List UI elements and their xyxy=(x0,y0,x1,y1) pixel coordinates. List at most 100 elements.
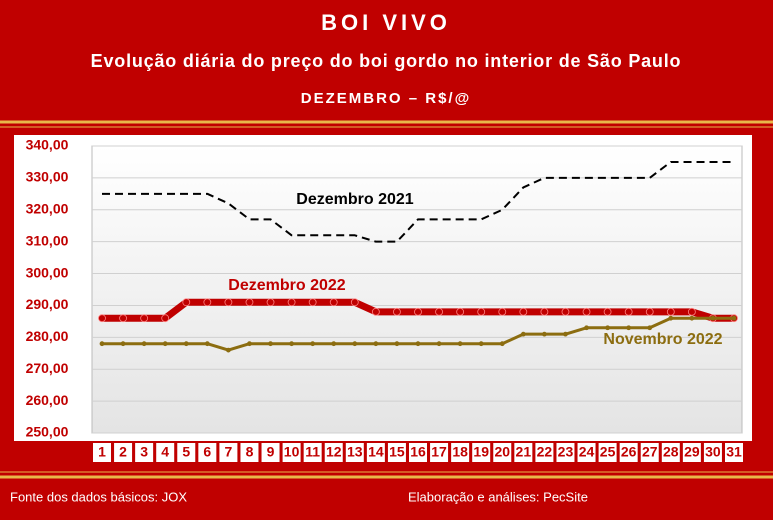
point xyxy=(499,341,505,347)
point xyxy=(605,325,610,331)
y-tick-label: 260,00 xyxy=(26,392,69,408)
point xyxy=(436,341,442,347)
point xyxy=(624,307,633,316)
point xyxy=(584,325,589,331)
point xyxy=(162,341,168,347)
source: Fonte dos dados básicos: JOX xyxy=(10,489,187,504)
x-tick-box xyxy=(682,443,701,462)
x-tick-label: 23 xyxy=(558,444,574,460)
point xyxy=(140,314,149,323)
x-tick-box xyxy=(514,443,533,462)
x-tick-box xyxy=(240,443,259,462)
point xyxy=(478,341,484,347)
point xyxy=(561,307,570,316)
plot-area xyxy=(91,145,743,434)
point xyxy=(99,341,105,347)
y-tick-label: 300,00 xyxy=(26,264,69,280)
series-label: Novembro 2022 xyxy=(603,331,722,348)
point xyxy=(161,314,170,323)
y-tick-label: 330,00 xyxy=(26,169,69,185)
point xyxy=(666,307,675,316)
x-tick-box xyxy=(556,443,575,462)
x-tick-label: 1 xyxy=(98,444,106,460)
point xyxy=(371,307,380,316)
chart-title: BOI VIVO xyxy=(321,10,451,35)
x-tick-box xyxy=(324,443,343,462)
x-tick-label: 26 xyxy=(621,444,637,460)
x-tick-label: 6 xyxy=(203,444,211,460)
point xyxy=(498,307,507,316)
x-tick-box xyxy=(640,443,659,462)
point xyxy=(477,307,486,316)
point xyxy=(414,307,422,316)
point xyxy=(268,341,273,347)
x-tick-box xyxy=(430,443,449,462)
point xyxy=(182,298,191,307)
point xyxy=(457,341,463,347)
x-tick-label: 21 xyxy=(516,444,532,460)
unit-label: DEZEMBRO – R$/@ xyxy=(301,90,471,107)
point xyxy=(352,341,358,347)
x-tick-box xyxy=(345,443,364,462)
point xyxy=(329,298,338,307)
point xyxy=(415,341,421,347)
point xyxy=(350,298,359,307)
x-tick-label: 14 xyxy=(368,444,384,460)
x-tick-box xyxy=(114,443,133,462)
point xyxy=(245,298,254,307)
point xyxy=(710,315,716,321)
point xyxy=(689,315,695,321)
point xyxy=(120,341,126,347)
x-tick-label: 25 xyxy=(600,444,616,460)
y-tick-label: 280,00 xyxy=(26,328,69,344)
point xyxy=(519,307,528,316)
chart-subtitle: Evolução diária do preço do boi gordo no… xyxy=(91,51,682,71)
x-tick-label: 17 xyxy=(431,444,447,460)
point xyxy=(645,307,654,316)
x-tick-label: 3 xyxy=(140,444,148,460)
x-tick-box xyxy=(282,443,301,462)
x-tick-label: 18 xyxy=(452,444,468,460)
point xyxy=(98,314,106,323)
x-tick-label: 22 xyxy=(537,444,553,460)
x-tick-box xyxy=(409,443,427,462)
x-tick-label: 9 xyxy=(267,444,275,460)
x-tick-label: 29 xyxy=(684,444,700,460)
point xyxy=(668,315,674,321)
x-tick-box xyxy=(177,443,196,462)
y-tick-label: 250,00 xyxy=(26,424,69,440)
x-tick-label: 20 xyxy=(494,444,510,460)
y-tick-label: 290,00 xyxy=(26,296,69,312)
point xyxy=(289,341,295,347)
point xyxy=(540,307,549,316)
x-tick-label: 24 xyxy=(579,444,595,460)
x-tick-label: 13 xyxy=(347,444,363,460)
x-tick-label: 2 xyxy=(119,444,127,460)
point xyxy=(394,341,400,347)
point xyxy=(687,307,696,316)
point xyxy=(308,298,317,307)
point xyxy=(203,298,212,307)
x-tick-box xyxy=(135,443,154,462)
x-tick-label: 28 xyxy=(663,444,679,460)
point xyxy=(224,298,233,307)
x-tick-box xyxy=(577,443,596,462)
x-tick-box xyxy=(93,443,111,462)
y-tick-label: 310,00 xyxy=(26,232,69,248)
x-tick-label: 30 xyxy=(705,444,721,460)
point xyxy=(393,307,401,316)
credit: Elaboração e análises: PecSite xyxy=(408,489,588,504)
x-tick-box xyxy=(366,443,385,462)
point xyxy=(373,341,379,347)
x-tick-label: 16 xyxy=(410,444,426,460)
x-tick-box xyxy=(156,443,175,462)
x-tick-label: 4 xyxy=(161,444,169,460)
point xyxy=(435,307,443,316)
point xyxy=(542,331,547,337)
y-tick-label: 320,00 xyxy=(26,200,69,216)
point xyxy=(141,341,147,347)
point xyxy=(456,307,465,316)
x-tick-box xyxy=(303,443,322,462)
x-tick-label: 11 xyxy=(305,444,320,460)
